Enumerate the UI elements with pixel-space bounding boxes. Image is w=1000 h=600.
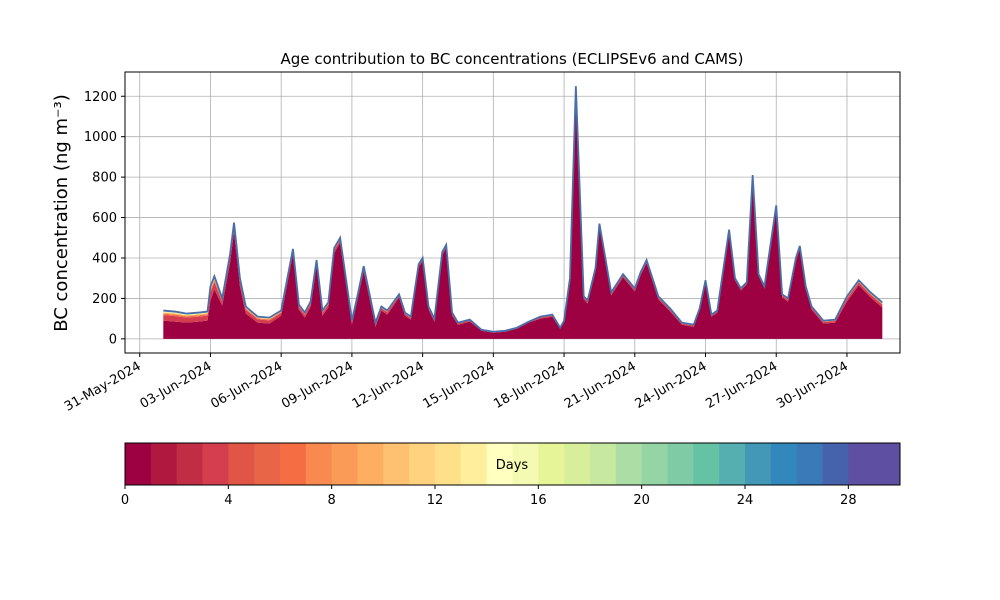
colorbar-tick-label: 8	[328, 493, 336, 508]
x-tick-label: 09-Jun-2024	[279, 359, 356, 412]
y-tick-label: 400	[92, 251, 117, 266]
colorbar-swatch	[202, 443, 229, 485]
x-tick-label: 31-May-2024	[62, 359, 144, 415]
colorbar-swatch	[641, 443, 668, 485]
colorbar-swatch	[176, 443, 203, 485]
colorbar-swatch	[460, 443, 488, 485]
colorbar	[125, 443, 901, 485]
axes-frame	[124, 71, 901, 354]
colorbar-swatch	[590, 443, 617, 485]
colorbar-swatch	[693, 443, 720, 485]
colorbar-swatch	[822, 443, 849, 485]
y-tick-label: 0	[109, 332, 117, 347]
area-band-young	[163, 88, 883, 339]
x-tick-label: 15-Jun-2024	[421, 359, 498, 412]
x-tick-label: 30-Jun-2024	[774, 359, 851, 412]
y-tick-label: 1200	[84, 90, 117, 105]
x-tick-label: 24-Jun-2024	[633, 359, 710, 412]
y-tick-label: 600	[92, 211, 117, 226]
x-axis: 31-May-202403-Jun-202406-Jun-202409-Jun-…	[62, 353, 851, 415]
colorbar-label: Days	[496, 458, 529, 473]
colorbar-swatch	[564, 443, 591, 485]
y-axis-label: BC concentration (ng m⁻³)	[51, 94, 72, 332]
colorbar-tick-label: 12	[427, 493, 444, 508]
colorbar-swatch	[486, 443, 513, 485]
colorbar-swatch	[228, 443, 255, 485]
colorbar-swatch	[331, 443, 358, 485]
colorbar-swatch	[280, 443, 307, 485]
colorbar-tick-label: 0	[121, 493, 129, 508]
plot-area	[163, 86, 883, 339]
colorbar-tick-label: 28	[840, 493, 857, 508]
colorbar-swatch	[848, 443, 875, 485]
x-tick-label: 27-Jun-2024	[703, 359, 780, 412]
colorbar-frame	[124, 442, 901, 486]
colorbar-swatch	[667, 443, 694, 485]
colorbar-swatch	[305, 443, 333, 485]
x-tick-label: 12-Jun-2024	[350, 359, 427, 412]
x-tick-label: 06-Jun-2024	[208, 359, 285, 412]
colorbar-swatch	[125, 443, 152, 485]
colorbar-swatch	[796, 443, 823, 485]
chart-title: Age contribution to BC concentrations (E…	[281, 50, 744, 68]
grid	[125, 72, 900, 353]
colorbar-tick-label: 20	[633, 493, 650, 508]
colorbar-swatch	[435, 443, 462, 485]
colorbar-swatch	[357, 443, 384, 485]
colorbar-tick-label: 16	[530, 493, 547, 508]
colorbar-tick-label: 24	[737, 493, 754, 508]
x-tick-label: 18-Jun-2024	[491, 359, 568, 412]
colorbar-swatch	[383, 443, 410, 485]
y-tick-label: 200	[92, 292, 117, 307]
colorbar-swatch	[150, 443, 178, 485]
x-tick-label: 03-Jun-2024	[138, 359, 215, 412]
colorbar-swatch	[538, 443, 565, 485]
colorbar-swatch	[254, 443, 281, 485]
colorbar-swatch	[512, 443, 539, 485]
colorbar-swatch	[719, 443, 746, 485]
total-line	[163, 86, 883, 333]
colorbar-ticks: 0 4 8 12 16 20 24 28	[121, 485, 857, 508]
colorbar-tick-label: 4	[224, 493, 232, 508]
x-tick-label: 21-Jun-2024	[562, 359, 639, 412]
colorbar-swatch	[409, 443, 436, 485]
y-tick-label: 1000	[84, 130, 117, 145]
colorbar-swatch	[770, 443, 798, 485]
y-tick-label: 800	[92, 171, 117, 186]
colorbar-swatch	[615, 443, 643, 485]
y-axis: 0 200 400 600 800 1000 1200	[84, 90, 125, 347]
colorbar-swatch	[874, 443, 901, 485]
colorbar-swatch	[745, 443, 772, 485]
